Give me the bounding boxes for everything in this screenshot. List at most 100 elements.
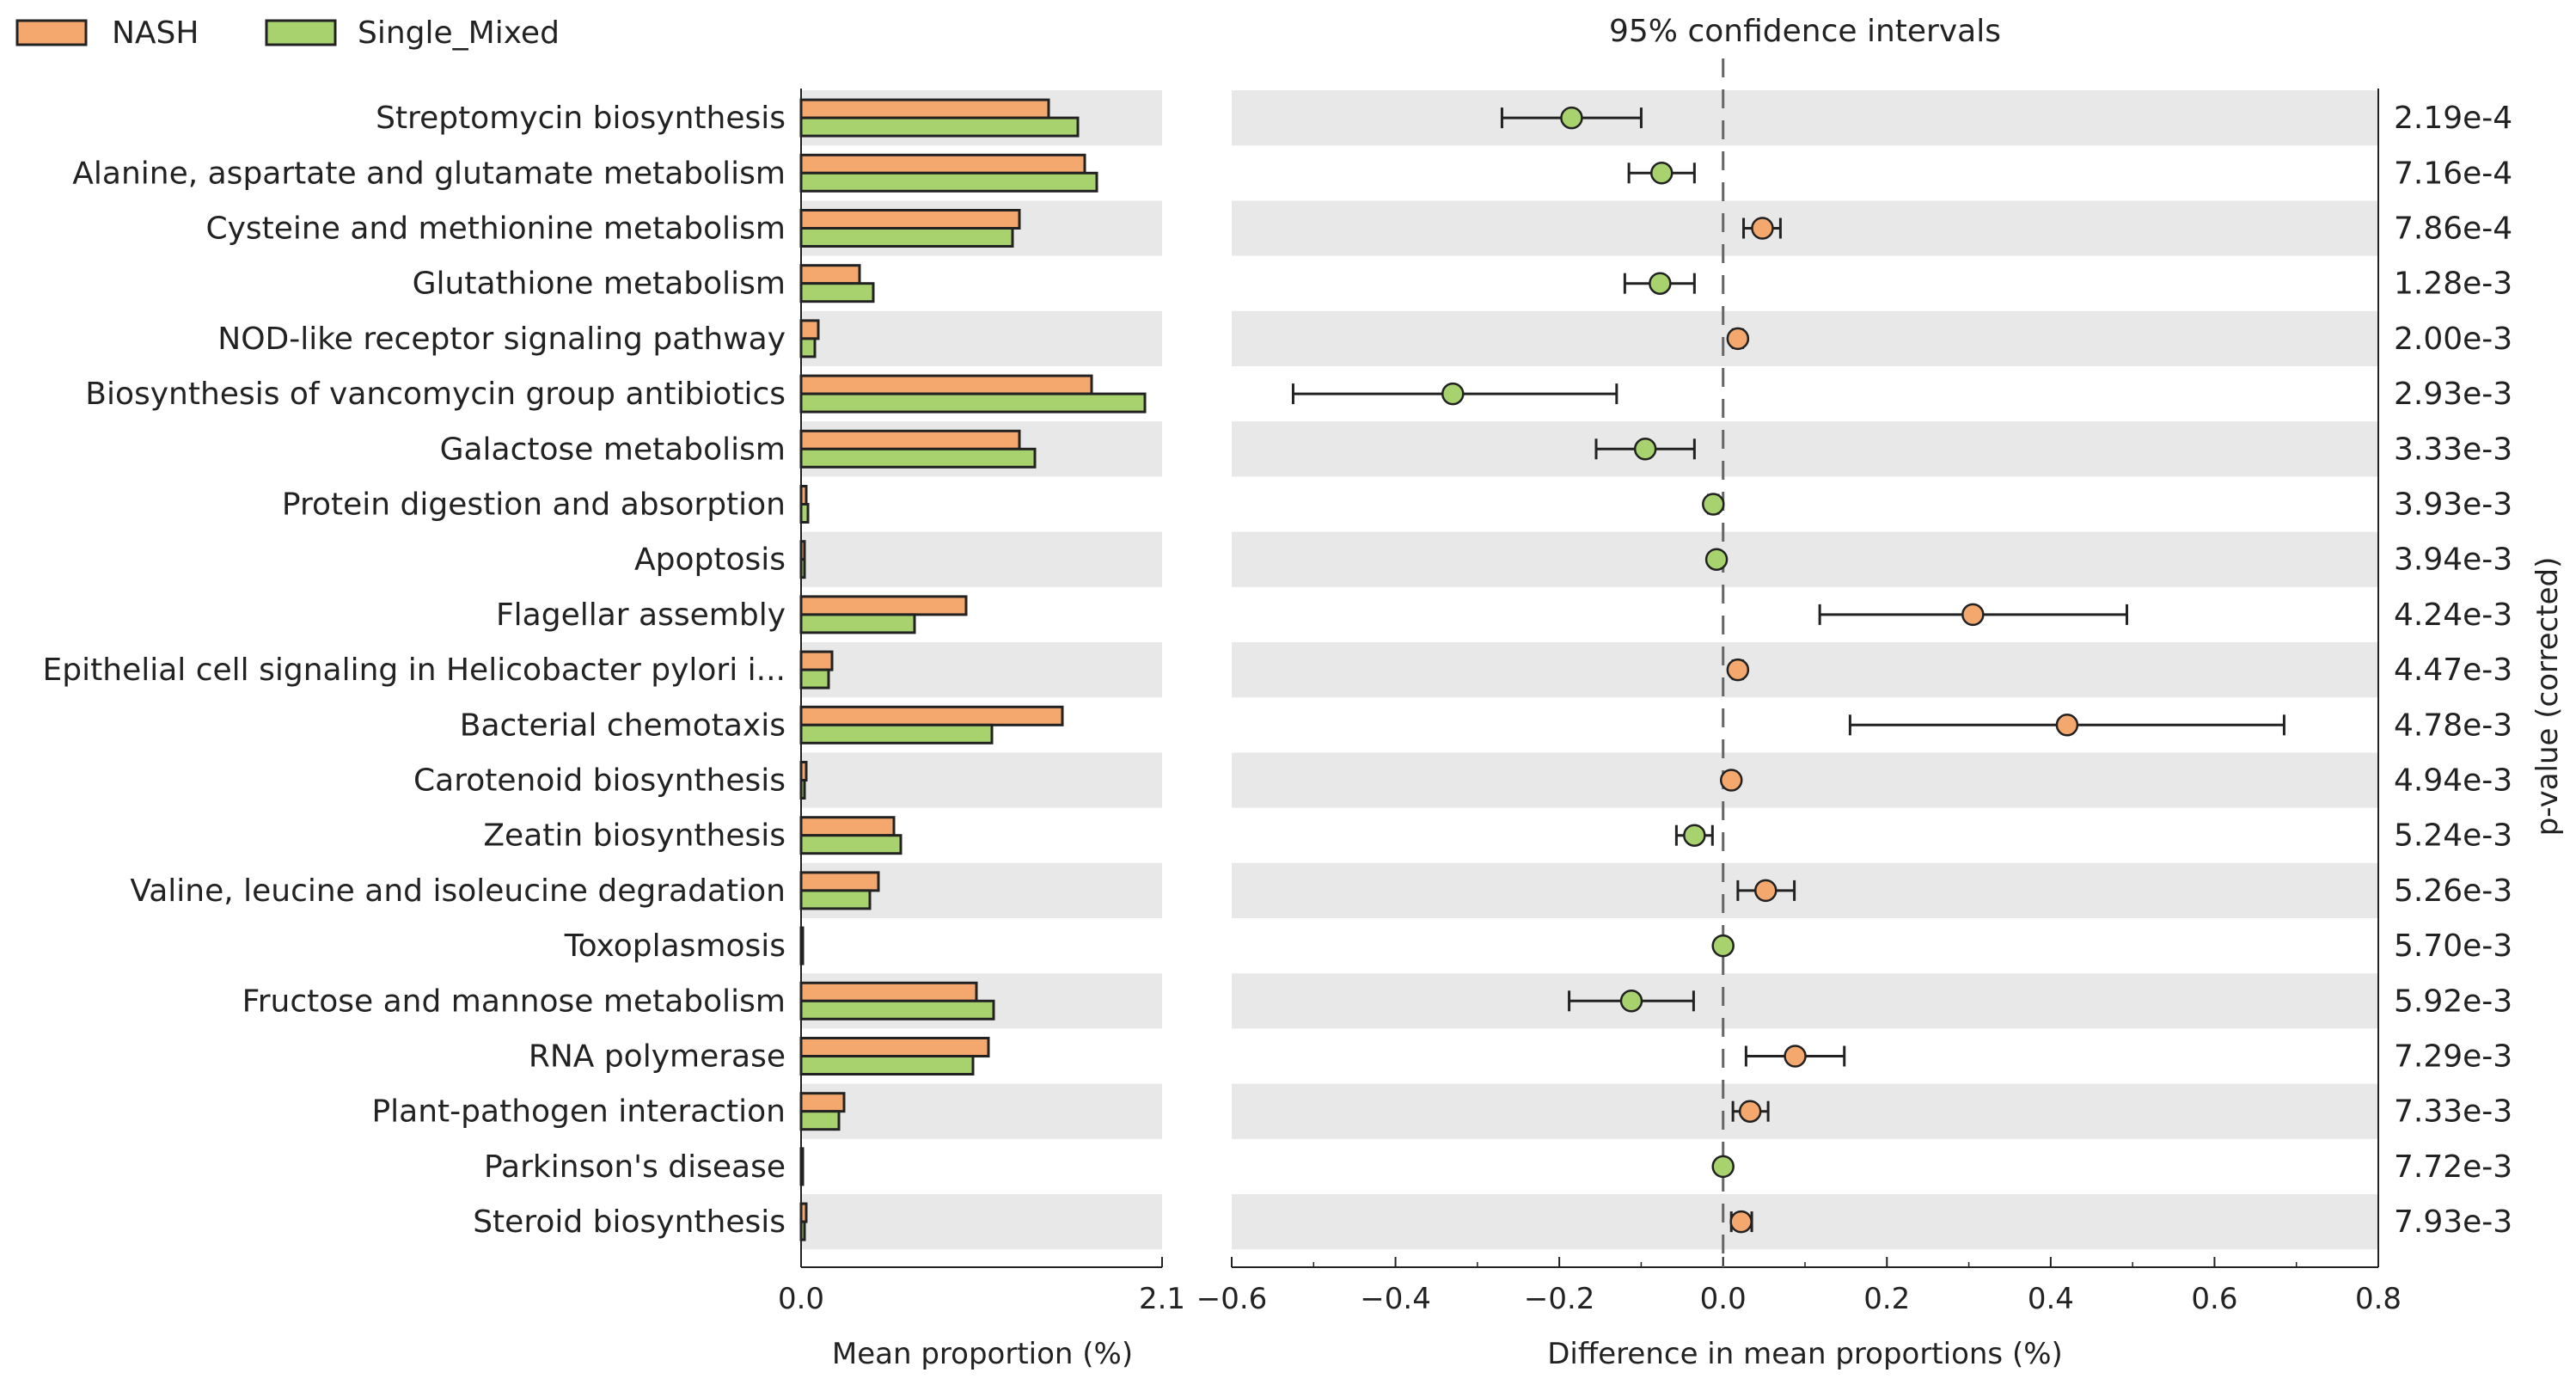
category-label: Biosynthesis of vancomycin group antibio… — [85, 377, 786, 412]
p-value-label: 7.93e-3 — [2394, 1204, 2512, 1240]
category-label: Steroid biosynthesis — [473, 1204, 786, 1240]
bar-single-mixed — [799, 337, 817, 359]
row-band-right — [1232, 642, 2378, 698]
category-label: Cysteine and methionine metabolism — [205, 211, 786, 247]
bar-single-mixed — [799, 503, 810, 524]
row-band-left — [801, 1194, 1162, 1250]
bar-nash — [799, 264, 861, 285]
bar-single-mixed — [799, 447, 1037, 469]
p-value-label: 4.78e-3 — [2394, 708, 2512, 743]
row-band-left — [801, 642, 1162, 698]
bar-nash — [799, 374, 1093, 395]
ci-point — [1649, 272, 1672, 295]
row-band-right — [1232, 752, 2378, 808]
bar-single-mixed — [799, 999, 995, 1020]
bar-nash — [799, 871, 880, 892]
right-x-axis-label: Difference in mean proportions (%) — [1547, 1337, 2063, 1371]
legend-label-nash: NASH — [112, 15, 199, 51]
bar-single-mixed — [799, 889, 872, 910]
bar-nash — [799, 319, 820, 340]
ci-point — [1560, 106, 1583, 130]
bar-single-mixed — [799, 834, 903, 855]
category-label: Parkinson's disease — [484, 1149, 786, 1185]
right-x-tick-label: 0.0 — [1700, 1282, 1747, 1316]
category-label: Toxoplasmosis — [564, 928, 786, 964]
ci-point — [1711, 1155, 1735, 1179]
category-label: Alanine, aspartate and glutamate metabol… — [72, 156, 786, 191]
legend-swatch-single-mixed — [265, 19, 337, 46]
bar-single-mixed — [799, 723, 994, 745]
right-x-tick-label: −0.4 — [1360, 1282, 1431, 1316]
row-band-left — [801, 531, 1162, 587]
category-label: Streptomycin biosynthesis — [376, 101, 786, 136]
row-band-left — [801, 310, 1162, 366]
p-value-label: 7.29e-3 — [2394, 1039, 2512, 1075]
bar-nash — [799, 429, 1021, 450]
row-band-right — [1232, 1083, 2378, 1139]
bar-nash — [799, 816, 896, 837]
p-value-label: 4.24e-3 — [2394, 598, 2512, 633]
ci-point — [1784, 1045, 1807, 1068]
p-value-label: 3.94e-3 — [2394, 542, 2512, 578]
p-value-label: 4.94e-3 — [2394, 763, 2512, 799]
ci-point — [2055, 714, 2079, 737]
bar-nash — [799, 595, 968, 616]
right-x-tick-label: 0.2 — [1863, 1282, 1910, 1316]
bar-nash — [799, 1037, 990, 1057]
row-band-left — [801, 752, 1162, 808]
bar-single-mixed — [799, 171, 1098, 193]
bar-single-mixed — [799, 392, 1147, 414]
ci-title: 95% confidence intervals — [1609, 14, 2001, 49]
ci-point — [1738, 1100, 1762, 1123]
p-value-label: 5.26e-3 — [2394, 873, 2512, 909]
row-band-right — [1232, 531, 2378, 587]
ci-point — [1619, 990, 1643, 1013]
ci-point — [1726, 327, 1750, 351]
p-value-label: 5.92e-3 — [2394, 984, 2512, 1019]
ci-point — [1704, 548, 1729, 571]
right-x-tick-label: 0.8 — [2355, 1282, 2402, 1316]
row-band-right — [1232, 862, 2378, 918]
category-label: Bacterial chemotaxis — [460, 708, 786, 743]
p-value-label: 7.72e-3 — [2394, 1149, 2512, 1185]
bar-single-mixed — [799, 613, 916, 634]
ci-point — [1726, 658, 1750, 682]
category-label: NOD-like receptor signaling pathway — [217, 322, 786, 357]
category-label: Plant-pathogen interaction — [371, 1094, 786, 1130]
p-value-label: 7.86e-4 — [2394, 211, 2512, 247]
p-value-label: 1.28e-3 — [2394, 267, 2512, 302]
p-value-label: 3.33e-3 — [2394, 432, 2512, 467]
bar-nash — [799, 209, 1021, 230]
right-x-tick-label: −0.2 — [1524, 1282, 1595, 1316]
p-value-label: 2.93e-3 — [2394, 377, 2512, 412]
ci-point — [1729, 1210, 1753, 1234]
ci-point — [1961, 603, 1985, 627]
category-label: Fructose and mannose metabolism — [242, 984, 786, 1019]
category-label: Zeatin biosynthesis — [483, 818, 786, 854]
row-bands — [801, 90, 2378, 1250]
row-band-right — [1232, 310, 2378, 366]
bar-single-mixed — [799, 227, 1014, 248]
p-value-label: 7.33e-3 — [2394, 1094, 2512, 1130]
bar-nash — [799, 650, 834, 671]
row-band-right — [1232, 90, 2378, 146]
left-x-axis-label: Mean proportion (%) — [832, 1337, 1133, 1371]
bar-single-mixed — [799, 116, 1080, 138]
p-value-column: 2.19e-4 7.16e-4 7.86e-4 1.28e-3 2.00e-3 2.93e… — [2394, 101, 2512, 1240]
bar-single-mixed — [799, 1055, 975, 1076]
bar-single-mixed — [799, 1110, 841, 1131]
mean-proportion-panel: Streptomycin biosynthesis Alanine, aspart… — [43, 89, 1185, 1316]
difference-panel: −0.6 −0.4 −0.2 0.0 0.2 0.4 0.6 0.8 — [1196, 58, 2402, 1316]
ci-point — [1683, 824, 1706, 847]
legend-swatch-nash — [15, 19, 88, 46]
p-value-label: 5.24e-3 — [2394, 818, 2512, 854]
bar-single-mixed — [799, 668, 830, 689]
p-value-label: 4.47e-3 — [2394, 653, 2512, 688]
ci-point — [1751, 217, 1774, 240]
legend-label-single-mixed: Single_Mixed — [358, 15, 560, 51]
right-x-tick-label: 0.4 — [2028, 1282, 2074, 1316]
p-value-label: 2.00e-3 — [2394, 322, 2512, 357]
category-label: Protein digestion and absorption — [282, 487, 786, 523]
legend: NASH Single_Mixed — [15, 15, 560, 51]
